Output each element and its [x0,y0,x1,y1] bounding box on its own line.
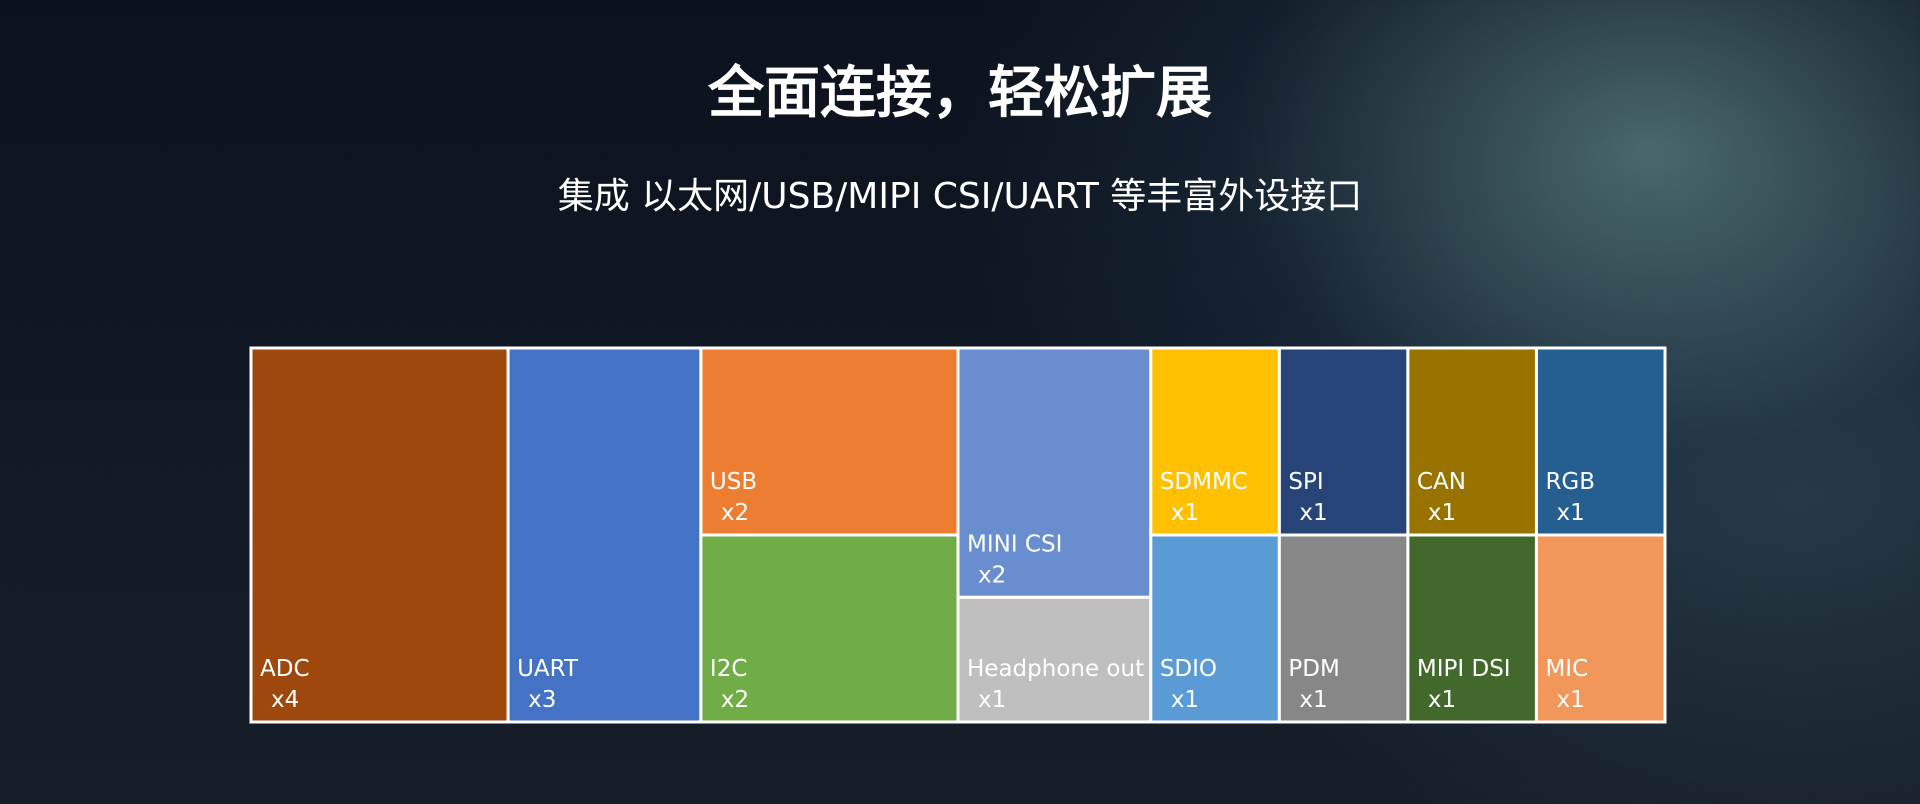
treemap-cell [1534,533,1667,724]
cell-label: UART [517,656,579,682]
treemap-cell [506,346,703,724]
treemap-cell [956,346,1153,599]
treemap-cell [249,346,510,724]
cell-label: SDMMC [1160,469,1248,495]
cell-label: USB [710,469,757,495]
cell-value-label: x1 [1556,687,1584,713]
treemap-cell [1277,346,1410,537]
cell-label: ADC [260,656,310,682]
cell-value-label: x4 [271,687,299,713]
cell-label: RGB [1545,469,1595,495]
treemap-cell [1406,346,1538,537]
cell-value-label: x2 [978,562,1006,588]
cell-label: PDM [1288,656,1339,682]
cell-label: MINI CSI [967,531,1062,557]
cell-value-label: x3 [528,687,556,713]
cell-label: MIC [1545,656,1588,682]
chart-subtitle: 集成 以太网/USB/MIPI CSI/UART 等丰富外设接口 [558,176,1363,217]
treemap-cell [956,595,1153,724]
cell-label: MIPI DSI [1417,656,1511,682]
chart-title: 全面连接，轻松扩展 [707,61,1212,126]
cell-value-label: x1 [1171,500,1199,526]
cell-value-label: x1 [1299,687,1327,713]
cell-label: Headphone out [967,656,1144,682]
cell-label: CAN [1417,469,1466,495]
cell-value-label: x1 [1171,687,1199,713]
cell-label: SPI [1288,469,1323,495]
treemap-cell [699,533,960,724]
cell-value-label: x2 [721,500,749,526]
treemap-cell [1277,533,1410,724]
treemap-cell [1149,346,1281,537]
treemap-cell [699,346,960,537]
treemap-cell [1534,346,1667,537]
cell-label: I2C [710,656,747,682]
cell-value-label: x1 [1428,687,1456,713]
treemap-cell [1149,533,1281,724]
cell-value-label: x1 [1428,500,1456,526]
cell-value-label: x1 [978,687,1006,713]
cell-label: SDIO [1160,656,1217,682]
cell-value-label: x1 [1556,500,1584,526]
cell-value-label: x2 [721,687,749,713]
cell-value-label: x1 [1299,500,1327,526]
